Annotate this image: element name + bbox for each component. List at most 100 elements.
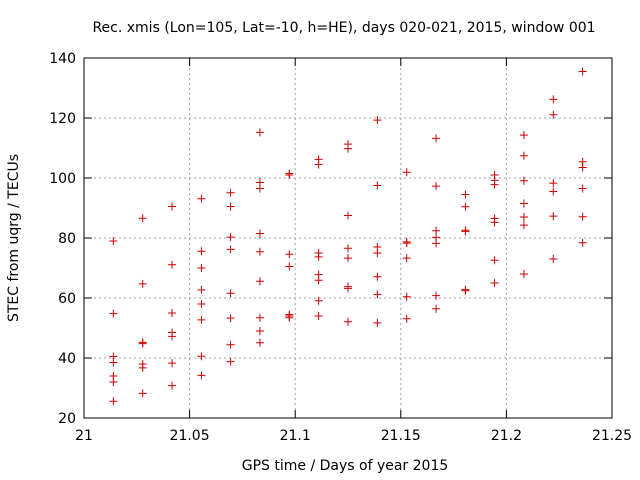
data-point-marker <box>519 151 528 160</box>
data-point-marker <box>314 252 323 261</box>
data-point-marker <box>344 144 352 153</box>
data-point-marker <box>373 249 382 257</box>
data-point-marker <box>255 184 264 193</box>
x-tick-label: 21.05 <box>170 428 210 444</box>
y-tick-label: 20 <box>58 411 76 427</box>
data-point-marker <box>285 262 294 271</box>
data-point-marker <box>578 184 587 193</box>
data-point-marker <box>461 202 470 211</box>
data-point-marker <box>344 211 352 220</box>
data-point-marker <box>285 313 294 322</box>
data-point-marker <box>168 202 177 211</box>
data-point-marker <box>197 264 206 272</box>
data-point-marker <box>519 213 528 221</box>
data-point-marker <box>226 233 235 242</box>
data-point-marker <box>578 212 587 221</box>
data-point-marker <box>255 128 264 137</box>
data-point-marker <box>373 290 382 299</box>
data-point-marker <box>314 160 323 169</box>
data-point-marker <box>226 357 235 366</box>
data-point-marker <box>373 318 382 327</box>
data-point-marker <box>255 327 264 335</box>
data-point-marker <box>344 284 352 293</box>
data-point-marker <box>461 286 470 295</box>
data-point-marker <box>519 270 528 278</box>
data-point-marker <box>138 214 147 223</box>
data-point-marker <box>109 378 118 386</box>
data-point-marker <box>519 131 528 140</box>
data-point-marker <box>373 116 382 125</box>
data-point-marker <box>138 363 147 372</box>
x-tick-label: 21.15 <box>381 428 421 444</box>
data-point-marker <box>549 255 558 263</box>
data-point-marker <box>549 187 558 196</box>
data-point-marker <box>168 332 177 341</box>
data-point-marker <box>314 296 323 305</box>
y-tick-label: 40 <box>58 351 76 367</box>
data-point-marker <box>197 300 206 308</box>
data-point-marker <box>226 245 235 254</box>
data-point-marker <box>432 182 441 191</box>
grid-lines <box>84 58 612 418</box>
data-point-marker <box>226 340 235 349</box>
data-point-marker <box>138 389 147 398</box>
data-point-marker <box>197 285 206 294</box>
data-point-marker <box>402 292 411 301</box>
data-point-marker <box>197 371 206 380</box>
data-point-marker <box>314 312 323 320</box>
data-point-marker <box>578 67 587 76</box>
data-point-marker <box>578 238 587 247</box>
data-point-marker <box>549 110 558 119</box>
data-point-marker <box>461 190 470 199</box>
data-point-marker <box>168 309 177 317</box>
data-point-marker <box>197 194 206 203</box>
data-point-marker <box>490 180 499 189</box>
data-point-marker <box>226 202 235 211</box>
x-tick-label: 21.2 <box>491 428 522 444</box>
data-point-marker <box>373 181 382 190</box>
y-tick-label: 120 <box>49 111 76 127</box>
plot-frame <box>83 57 613 419</box>
data-point-marker <box>168 260 177 269</box>
data-point-marker <box>168 359 177 368</box>
data-point-marker <box>197 247 206 256</box>
data-point-marker <box>402 239 411 248</box>
y-tick-label: 140 <box>49 51 76 67</box>
data-point-marker <box>549 179 558 188</box>
data-point-marker <box>255 247 264 256</box>
data-point-marker <box>138 279 147 288</box>
chart-title: Rec. xmis (Lon=105, Lat=-10, h=HE), days… <box>92 20 595 36</box>
data-point-marker <box>402 254 411 263</box>
x-tick-label: 21 <box>75 428 93 444</box>
data-point-marker <box>226 314 235 323</box>
data-points <box>109 67 587 406</box>
data-point-marker <box>432 239 441 248</box>
y-axis-label: STEC from uqrg / TECUs <box>6 154 22 322</box>
x-axis-label: GPS time / Days of year 2015 <box>242 458 449 474</box>
data-point-marker <box>255 229 264 238</box>
data-point-marker <box>226 188 235 197</box>
data-point-marker <box>255 313 264 322</box>
data-point-marker <box>549 212 558 221</box>
data-point-marker <box>109 358 118 367</box>
data-point-marker <box>255 277 264 286</box>
data-point-marker <box>549 95 558 104</box>
data-point-marker <box>578 163 587 172</box>
data-point-marker <box>226 289 235 298</box>
data-point-marker <box>519 199 528 208</box>
axis-ticks: 20 40 60 80 100 120 140 21 21.05 21.1 21.15 21.2 21.… <box>49 51 632 444</box>
data-point-marker <box>519 221 528 230</box>
data-point-marker <box>432 134 441 143</box>
data-point-marker <box>109 237 118 245</box>
data-point-marker <box>402 168 411 177</box>
data-point-marker <box>285 250 294 259</box>
data-point-marker <box>344 317 352 326</box>
data-point-marker <box>373 272 382 281</box>
x-tick-label: 21.1 <box>280 428 311 444</box>
data-point-marker <box>519 176 528 185</box>
y-tick-label: 80 <box>58 231 76 247</box>
data-point-marker <box>138 339 147 348</box>
y-tick-label: 60 <box>58 291 76 307</box>
data-point-marker <box>314 276 323 285</box>
